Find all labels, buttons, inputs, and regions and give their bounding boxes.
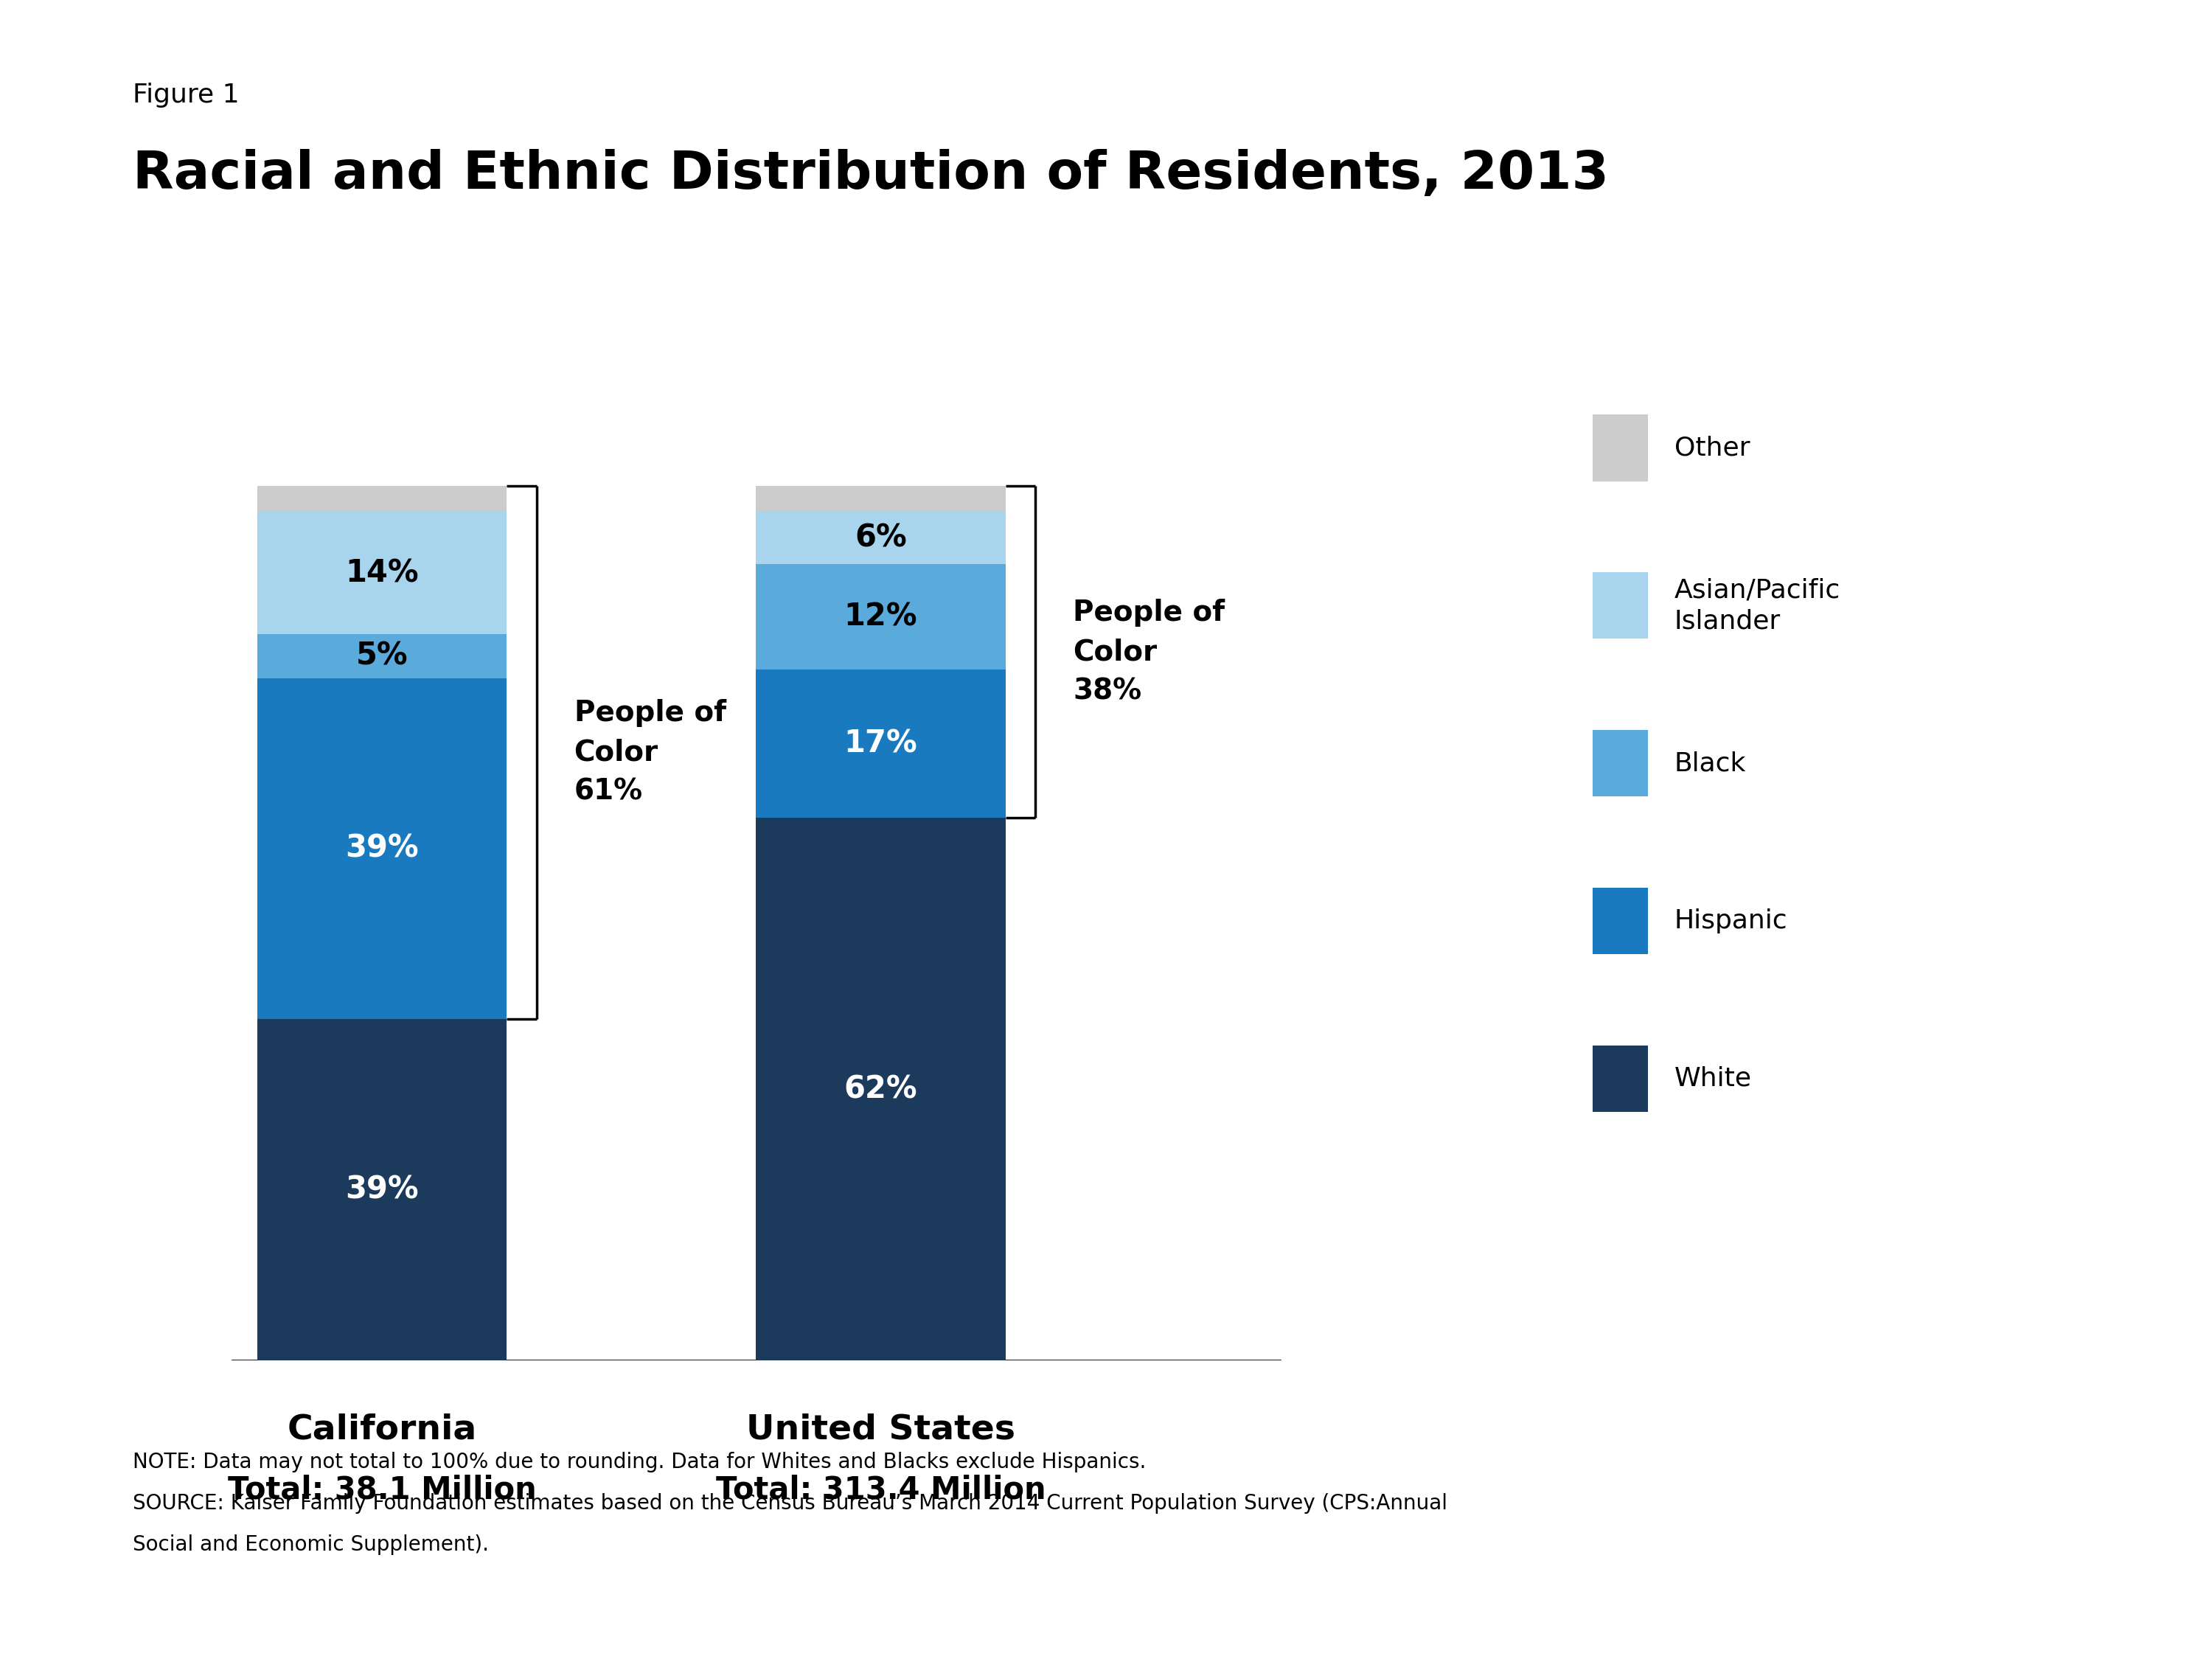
Text: FAMILY: FAMILY <box>1975 1543 2028 1556</box>
Text: Asian/Pacific
Islander: Asian/Pacific Islander <box>1674 577 1840 634</box>
Bar <box>257 1019 507 1360</box>
Bar <box>757 818 1006 1360</box>
Text: THE HENRY J.: THE HENRY J. <box>1969 1468 2035 1478</box>
Bar <box>757 669 1006 818</box>
Bar <box>757 564 1006 669</box>
Text: Other: Other <box>1674 435 1750 461</box>
Text: California: California <box>288 1413 478 1447</box>
Text: 5%: 5% <box>356 640 407 672</box>
Bar <box>257 486 507 513</box>
Text: 39%: 39% <box>345 833 418 864</box>
Bar <box>257 634 507 679</box>
Text: 12%: 12% <box>845 601 918 632</box>
Text: 17%: 17% <box>845 728 918 760</box>
Text: Social and Economic Supplement).: Social and Economic Supplement). <box>133 1535 489 1554</box>
Text: Hispanic: Hispanic <box>1674 907 1787 934</box>
Text: 62%: 62% <box>845 1073 918 1105</box>
Text: 6%: 6% <box>854 523 907 554</box>
Text: NOTE: Data may not total to 100% due to rounding. Data for Whites and Blacks exc: NOTE: Data may not total to 100% due to … <box>133 1452 1146 1472</box>
Bar <box>757 486 1006 513</box>
Text: Figure 1: Figure 1 <box>133 83 239 108</box>
Bar <box>257 513 507 634</box>
Text: United States: United States <box>745 1413 1015 1447</box>
Text: Total: 38.1 Million: Total: 38.1 Million <box>228 1475 538 1505</box>
Text: Total: 313.4 Million: Total: 313.4 Million <box>717 1475 1046 1505</box>
Text: People of
Color
38%: People of Color 38% <box>1073 599 1225 705</box>
Text: People of
Color
61%: People of Color 61% <box>575 700 726 806</box>
Text: 14%: 14% <box>345 557 418 589</box>
Bar <box>757 513 1006 564</box>
Text: FOUNDATION: FOUNDATION <box>1969 1579 2035 1589</box>
Text: Racial and Ethnic Distribution of Residents, 2013: Racial and Ethnic Distribution of Reside… <box>133 149 1608 201</box>
Text: 39%: 39% <box>345 1175 418 1206</box>
Text: White: White <box>1674 1065 1752 1092</box>
Text: KAISER: KAISER <box>1969 1506 2035 1520</box>
Bar <box>257 679 507 1019</box>
Text: SOURCE: Kaiser Family Foundation estimates based on the Census Bureau’s March 20: SOURCE: Kaiser Family Foundation estimat… <box>133 1493 1447 1513</box>
Text: Black: Black <box>1674 750 1745 776</box>
